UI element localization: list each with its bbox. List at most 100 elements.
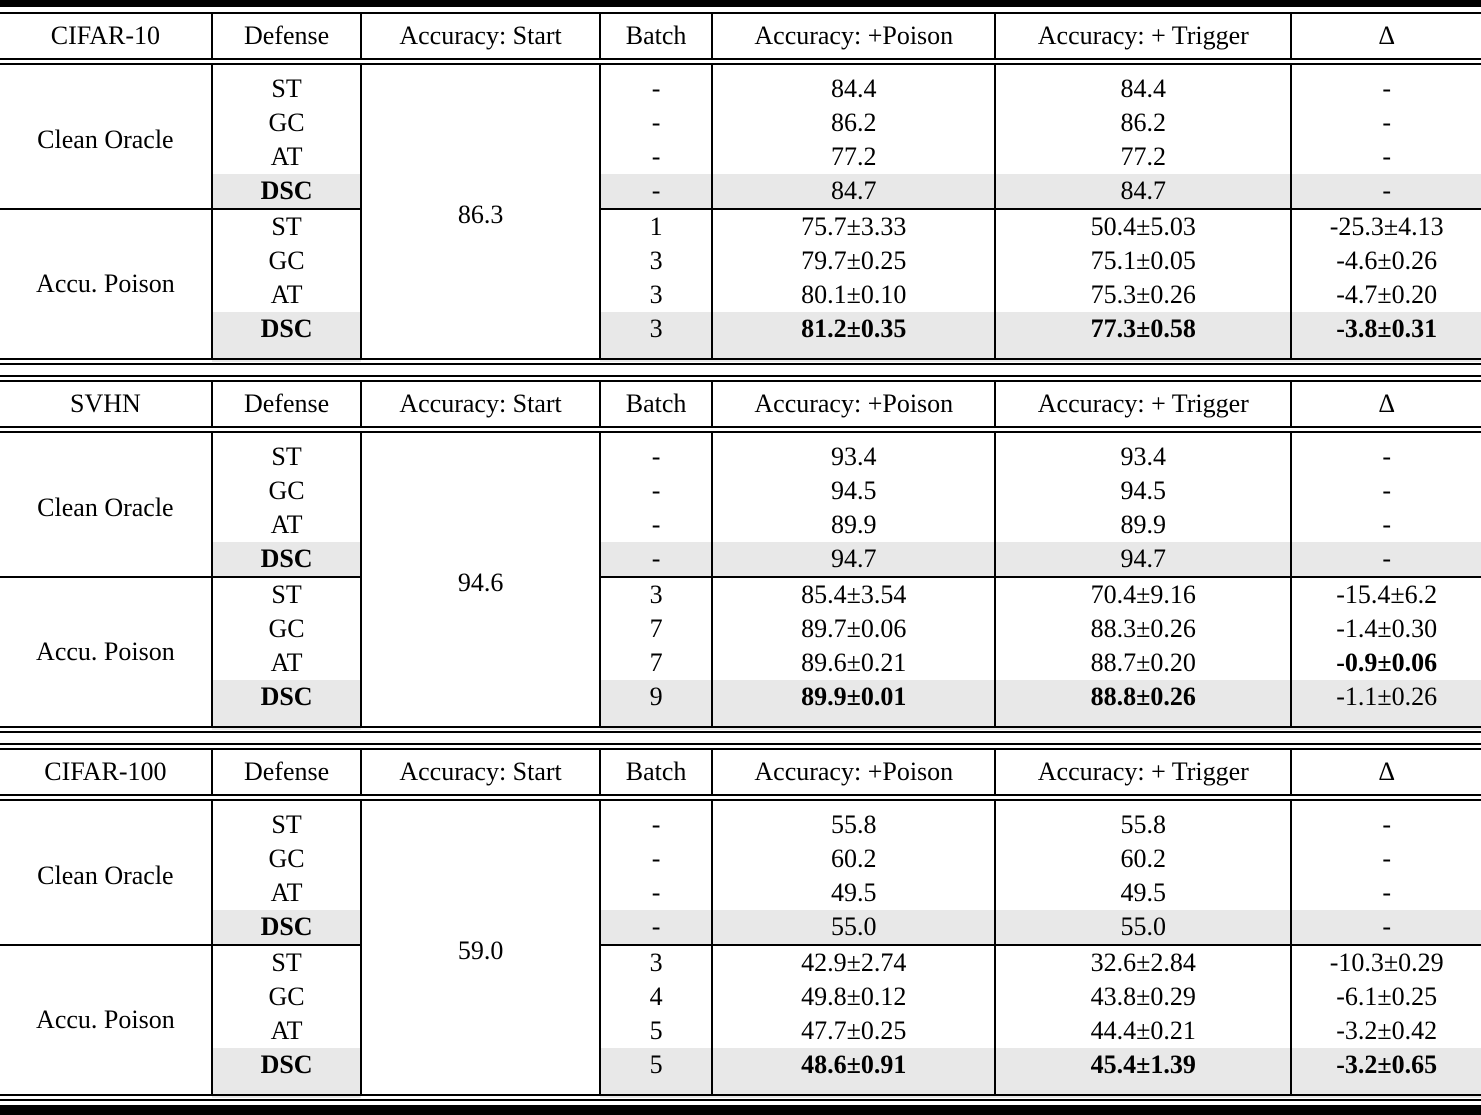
table-row: AT -49.5 49.5- [0,876,1481,910]
group-label: Accu. Poison [0,944,212,1098]
trigger-accuracy-cell: 70.4±9.16 [994,576,1292,612]
trigger-accuracy-column-header: Accuracy: + Trigger [994,13,1292,65]
table-row: AT -77.2 77.2- [0,140,1481,174]
trigger-accuracy-cell: 93.4 [994,429,1292,474]
table-row: DSC -55.0 55.0- [0,910,1481,945]
batch-cell: 5 [598,1014,713,1048]
poison-accuracy-cell: 86.2 [711,106,996,140]
poison-accuracy-cell: 47.7±0.25 [711,1014,996,1048]
poison-accuracy-cell: 60.2 [711,842,996,876]
table-row: GC 3 79.7±0.25 75.1±0.05 -4.6±0.26 [0,244,1481,278]
table-row: DSC 3 81.2±0.35 77.3±0.58 -3.8±0.31 [0,312,1481,362]
group-label: Clean Oracle [37,125,174,155]
trigger-accuracy-cell: 88.8±0.26 [994,680,1292,730]
poison-accuracy-cell: 89.6±0.21 [711,646,996,680]
delta-cell: - [1290,910,1481,945]
defense-cell: ST [210,576,362,612]
start-accuracy-cell: 94.6 [360,429,600,730]
trigger-accuracy-column-header: Accuracy: + Trigger [994,378,1292,433]
defense-cell: ST [210,208,362,244]
delta-cell: -25.3±4.13 [1290,208,1481,244]
start-accuracy-column-header: Accuracy: Start [360,13,600,65]
poison-accuracy-cell: 49.8±0.12 [711,980,996,1014]
delta-cell: - [1290,474,1481,508]
poison-accuracy-cell: 49.5 [711,876,996,910]
results-table-svhn: SVHN Defense Accuracy: Start Batch Accuracy:… [0,375,1481,733]
start-accuracy-column-header: Accuracy: Start [360,378,600,433]
delta-cell: -3.8±0.31 [1290,312,1481,362]
delta-cell: -1.4±0.30 [1290,612,1481,646]
poison-accuracy-cell: 84.4 [711,61,996,106]
group-label: Clean Oracle [37,861,174,891]
poison-accuracy-cell: 89.9±0.01 [711,680,996,730]
defense-cell: DSC [210,174,362,209]
trigger-accuracy-cell: 84.7 [994,174,1292,209]
batch-cell: 7 [598,646,713,680]
batch-cell: - [598,174,713,209]
poison-accuracy-cell: 94.7 [711,542,996,577]
delta-column-header: Δ [1290,378,1481,433]
batch-cell: - [598,508,713,542]
table-row: DSC 9 89.9±0.01 88.8±0.26 -1.1±0.26 [0,680,1481,730]
table-row: DSC -94.7 94.7- [0,542,1481,577]
defense-cell: ST [210,944,362,980]
table-row: GC -60.2 60.2- [0,842,1481,876]
bottom-heavy-rule [0,1105,1481,1115]
poison-accuracy-cell: 81.2±0.35 [711,312,996,362]
trigger-accuracy-cell: 75.3±0.26 [994,278,1292,312]
poison-accuracy-cell: 77.2 [711,140,996,174]
header-row: CIFAR-10 Defense Accuracy: Start Batch Accur… [0,13,1481,65]
batch-cell: - [598,140,713,174]
table-row: Clean Oracle ST 59.0-55.8 55.8- [0,797,1481,1098]
defense-cell: ST [210,797,362,842]
batch-cell: - [598,474,713,508]
delta-column-header: Δ [1290,746,1481,801]
table-row: GC 4 49.8±0.12 43.8±0.29 -6.1±0.25 [0,980,1481,1014]
trigger-accuracy-cell: 88.7±0.20 [994,646,1292,680]
delta-column-header: Δ [1290,13,1481,65]
trigger-accuracy-cell: 43.8±0.29 [994,980,1292,1014]
header-row: SVHN Defense Accuracy: Start Batch Accuracy:… [0,378,1481,433]
delta-cell: -1.1±0.26 [1290,680,1481,730]
defense-cell: GC [210,842,362,876]
defense-cell: GC [210,612,362,646]
batch-cell: 3 [598,944,713,980]
table-row: GC -94.5 94.5- [0,474,1481,508]
defense-cell: AT [210,646,362,680]
results-table-cifar-10: CIFAR-10 Defense Accuracy: Start Batch Accur… [0,12,1481,365]
start-accuracy-column-header: Accuracy: Start [360,746,600,801]
batch-cell: 4 [598,980,713,1014]
delta-cell: - [1290,174,1481,209]
defense-cell: DSC [210,910,362,945]
batch-cell: - [598,542,713,577]
delta-cell: -3.2±0.42 [1290,1014,1481,1048]
batch-cell: - [598,876,713,910]
poison-accuracy-cell: 42.9±2.74 [711,944,996,980]
table-row: DSC 5 48.6±0.91 45.4±1.39 -3.2±0.65 [0,1048,1481,1098]
dataset-header: CIFAR-100 [0,746,212,801]
batch-cell: - [598,429,713,474]
delta-cell: - [1290,842,1481,876]
delta-cell: -10.3±0.29 [1290,944,1481,980]
start-accuracy-cell: 59.0 [360,797,600,1098]
delta-cell: -4.6±0.26 [1290,244,1481,278]
delta-cell: - [1290,542,1481,577]
poison-accuracy-cell: 55.8 [711,797,996,842]
defense-cell: GC [210,106,362,140]
batch-cell: 5 [598,1048,713,1098]
defense-column-header: Defense [210,378,362,433]
table-row: GC -86.2 86.2- [0,106,1481,140]
trigger-accuracy-cell: 89.9 [994,508,1292,542]
poison-accuracy-cell: 89.9 [711,508,996,542]
defense-cell: AT [210,1014,362,1048]
batch-cell: - [598,910,713,945]
trigger-accuracy-cell: 94.5 [994,474,1292,508]
trigger-accuracy-cell: 75.1±0.05 [994,244,1292,278]
trigger-accuracy-cell: 49.5 [994,876,1292,910]
top-heavy-rule [0,0,1481,7]
batch-cell: - [598,797,713,842]
table-row: AT 7 89.6±0.21 88.7±0.20 -0.9±0.06 [0,646,1481,680]
group-label: Clean Oracle [37,493,174,523]
defense-cell: ST [210,61,362,106]
poison-accuracy-cell: 79.7±0.25 [711,244,996,278]
